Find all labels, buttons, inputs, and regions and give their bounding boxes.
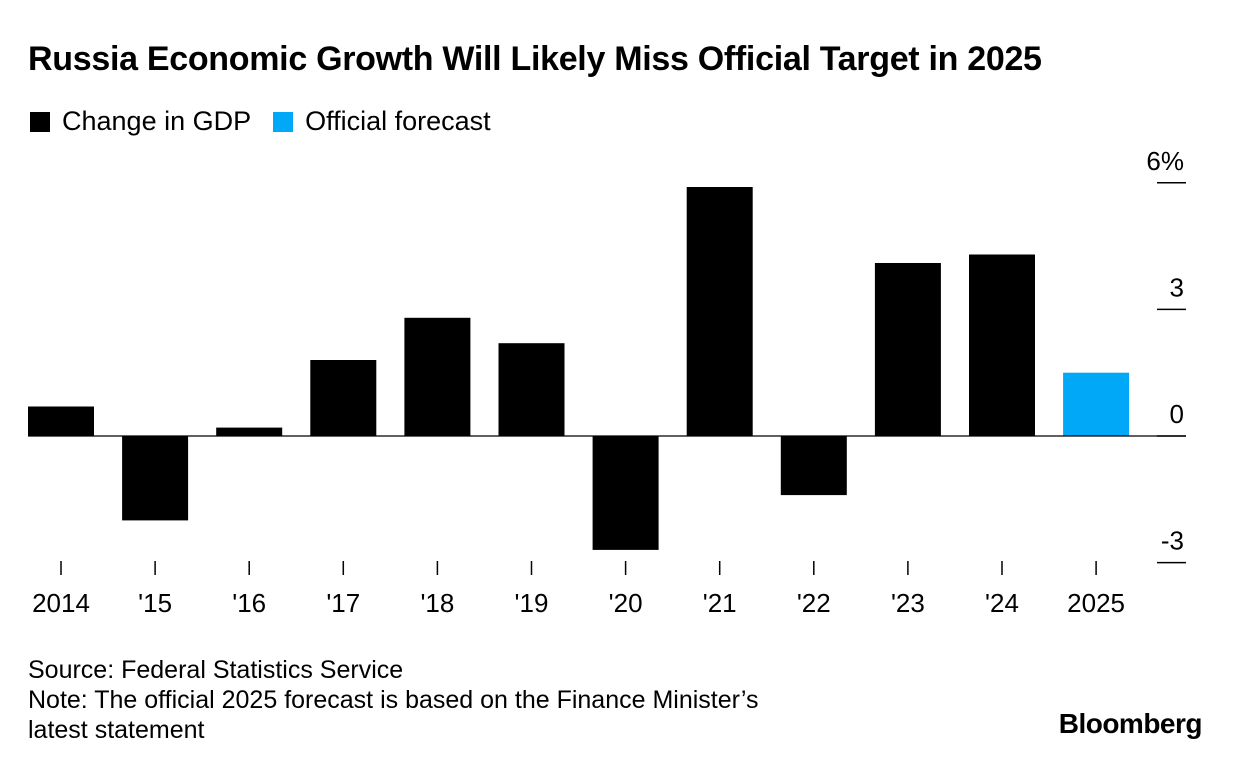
- x-tick-label-2014: 2014: [32, 588, 90, 618]
- note-line-2: latest statement: [28, 716, 205, 744]
- x-tick-label-16: '16: [232, 588, 266, 618]
- bar-change-in-gdp-21: [686, 187, 753, 436]
- legend-swatch-official-forecast: [273, 111, 294, 132]
- bar-change-in-gdp-23: [874, 263, 941, 436]
- bar-change-in-gdp-18: [404, 317, 471, 436]
- footnote: Source: Federal Statistics Service Note:…: [28, 655, 759, 745]
- x-tick-label-2025: 2025: [1067, 588, 1125, 618]
- x-tick-label-20: '20: [609, 588, 643, 618]
- x-tick-label-21: '21: [703, 588, 737, 618]
- x-tick-label-23: '23: [891, 588, 925, 618]
- legend: Change in GDP Official forecast: [30, 106, 513, 137]
- bloomberg-logo: Bloomberg: [1058, 708, 1203, 739]
- note-line-1: Note: The official 2025 forecast is base…: [28, 686, 759, 714]
- bar-change-in-gdp-17: [310, 360, 377, 436]
- bar-change-in-gdp-15: [122, 436, 189, 521]
- legend-item-official-forecast: Official forecast: [273, 106, 491, 137]
- bar-change-in-gdp-22: [780, 436, 847, 496]
- x-tick-label-24: '24: [985, 588, 1019, 618]
- bar-change-in-gdp-19: [498, 343, 565, 436]
- y-tick-label-3: 3: [1170, 272, 1184, 302]
- x-tick-label-17: '17: [326, 588, 360, 618]
- y-tick-label-6: 6%: [1146, 146, 1184, 176]
- legend-label-change-in-gdp: Change in GDP: [62, 106, 252, 136]
- x-tick-label-15: '15: [138, 588, 172, 618]
- bar-change-in-gdp-2014: [28, 406, 94, 436]
- y-tick-label-3: -3: [1161, 526, 1184, 556]
- bar-change-in-gdp-16: [216, 427, 283, 436]
- chart-title: Russia Economic Growth Will Likely Miss …: [28, 40, 1042, 78]
- x-tick-label-19: '19: [515, 588, 549, 618]
- x-tick-label-22: '22: [797, 588, 831, 618]
- source-note: Source: Federal Statistics Service: [28, 656, 404, 684]
- legend-swatch-change-in-gdp: [30, 111, 50, 132]
- legend-label-official-forecast: Official forecast: [305, 106, 491, 136]
- x-tick-label-18: '18: [420, 588, 454, 618]
- bar-change-in-gdp-20: [592, 436, 659, 550]
- bar-chart: 6% 3 0 -3 2014 '15 '16 '17 '18 '19 '20 '21 '22 '23 '24…: [28, 146, 1186, 618]
- y-tick-label-0: 0: [1170, 399, 1184, 429]
- bar-official-forecast-2025: [1063, 372, 1130, 436]
- legend-item-change-in-gdp: Change in GDP: [30, 106, 251, 137]
- bar-change-in-gdp-24: [969, 254, 1035, 436]
